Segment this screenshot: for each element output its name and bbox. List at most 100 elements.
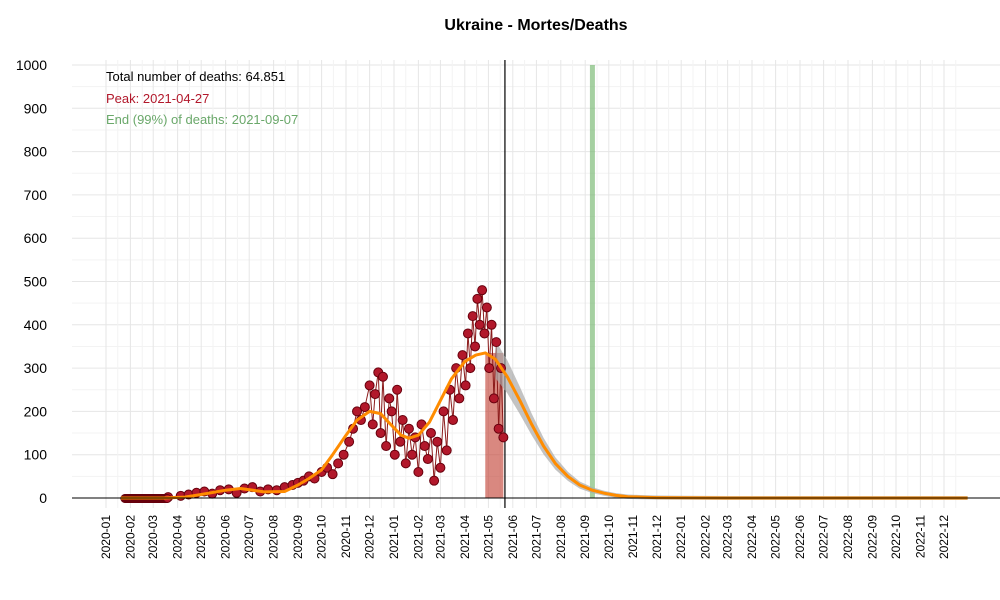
y-tick-label-100: 100 — [24, 447, 48, 463]
point-connector — [394, 389, 398, 455]
x-tick-label-2022-05: 2022-05 — [769, 515, 783, 559]
data-point — [493, 423, 504, 434]
point-connector — [486, 307, 490, 369]
grid-lines — [72, 60, 1000, 508]
data-point — [486, 319, 497, 330]
point-connector — [439, 411, 445, 468]
x-tick-label-2020-04: 2020-04 — [171, 515, 185, 559]
data-point — [344, 436, 355, 447]
chart-title: Ukraine - Mortes/Deaths — [444, 17, 627, 34]
data-point — [481, 302, 492, 313]
x-tick-label-2021-05: 2021-05 — [481, 515, 495, 559]
x-tick-label-2020-09: 2020-09 — [291, 515, 305, 559]
point-connector — [443, 411, 448, 451]
data-point — [435, 462, 446, 473]
point-connector — [491, 324, 495, 399]
data-point — [474, 319, 485, 330]
data-point — [498, 432, 509, 443]
x-tick-label-2022-01: 2022-01 — [674, 515, 688, 559]
x-tick-label-2020-07: 2020-07 — [242, 515, 256, 559]
x-tick-label-2022-10: 2022-10 — [889, 515, 903, 559]
y-tick-label-600: 600 — [24, 230, 48, 246]
data-point — [413, 467, 424, 478]
data-point — [395, 436, 406, 447]
data-point — [448, 415, 459, 426]
x-tick-label-2022-11: 2022-11 — [913, 515, 927, 558]
data-point — [381, 441, 392, 452]
point-connector — [372, 394, 376, 425]
x-tick-label-2021-11: 2021-11 — [626, 515, 640, 558]
data-point — [397, 415, 408, 426]
y-tick-label-300: 300 — [24, 360, 48, 376]
point-connector — [433, 441, 438, 481]
data-point — [384, 393, 395, 404]
x-tick-label-2022-09: 2022-09 — [865, 515, 879, 559]
data-point — [460, 380, 471, 391]
data-point — [425, 428, 436, 439]
y-tick-label-200: 200 — [24, 403, 48, 419]
peak-band — [485, 352, 504, 498]
data-point — [370, 389, 381, 400]
y-tick-label-900: 900 — [24, 100, 48, 116]
annotation-total-deaths: Total number of deaths: 64.851 — [106, 69, 285, 84]
data-point — [454, 393, 465, 404]
x-tick-label-2021-02: 2021-02 — [411, 515, 425, 559]
data-point — [389, 449, 400, 460]
point-connector — [472, 316, 476, 347]
data-point — [432, 436, 443, 447]
data-point — [477, 285, 488, 296]
x-tick-label-2021-10: 2021-10 — [602, 515, 616, 559]
point-connector — [479, 290, 483, 325]
x-tick-label-2020-11: 2020-11 — [339, 515, 353, 558]
x-tick-label-2021-07: 2021-07 — [529, 515, 543, 559]
data-point — [472, 293, 483, 304]
fit-curve — [121, 351, 968, 500]
x-tick-label-2020-06: 2020-06 — [219, 515, 233, 559]
x-tick-label-2021-09: 2021-09 — [578, 515, 592, 559]
point-connector — [467, 333, 471, 369]
fit-line — [121, 351, 968, 500]
data-point — [419, 441, 430, 452]
data-point — [403, 423, 414, 434]
x-tick-label-2022-04: 2022-04 — [745, 515, 759, 559]
point-connector — [391, 411, 396, 455]
point-connector — [449, 389, 454, 421]
x-tick-label-2022-08: 2022-08 — [841, 515, 855, 559]
data-point — [484, 363, 495, 374]
x-tick-label-2022-12: 2022-12 — [937, 515, 951, 559]
data-point — [338, 449, 349, 460]
annotation-peak: Peak: 2021-04-27 — [106, 91, 209, 106]
data-point — [438, 406, 449, 417]
data-point — [422, 454, 433, 465]
x-tick-label-2020-02: 2020-02 — [123, 515, 137, 559]
x-tick-label-2022-07: 2022-07 — [817, 515, 831, 559]
point-connector — [380, 376, 384, 434]
point-connector — [369, 385, 374, 425]
data-point — [479, 328, 490, 339]
x-tick-label-2021-04: 2021-04 — [458, 515, 472, 559]
data-point — [429, 475, 440, 486]
x-tick-labels: 2020-01 2020-02 2020-03 2020-04 2020-05 2020-… — [99, 515, 951, 559]
data-point — [367, 419, 378, 430]
data-point — [352, 406, 363, 417]
data-point — [327, 469, 338, 480]
x-tick-label-2021-08: 2021-08 — [554, 515, 568, 559]
data-point — [359, 402, 370, 413]
y-tick-label-700: 700 — [24, 187, 48, 203]
point-connector — [461, 355, 467, 386]
y-tick-label-800: 800 — [24, 144, 48, 160]
x-tick-label-2022-06: 2022-06 — [793, 515, 807, 559]
point-connector — [488, 324, 493, 369]
x-tick-label-2022-03: 2022-03 — [721, 515, 735, 559]
point-connector — [382, 376, 387, 447]
point-connector — [458, 355, 463, 399]
y-tick-label-400: 400 — [24, 317, 48, 333]
data-point — [392, 384, 403, 395]
x-tick-label-2020-10: 2020-10 — [315, 515, 329, 559]
data-point — [470, 341, 481, 352]
x-tick-label-2021-12: 2021-12 — [650, 515, 664, 559]
x-tick-label-2020-01: 2020-01 — [99, 515, 113, 559]
x-tick-label-2020-12: 2020-12 — [363, 515, 377, 559]
x-tick-label-2021-03: 2021-03 — [433, 515, 447, 559]
